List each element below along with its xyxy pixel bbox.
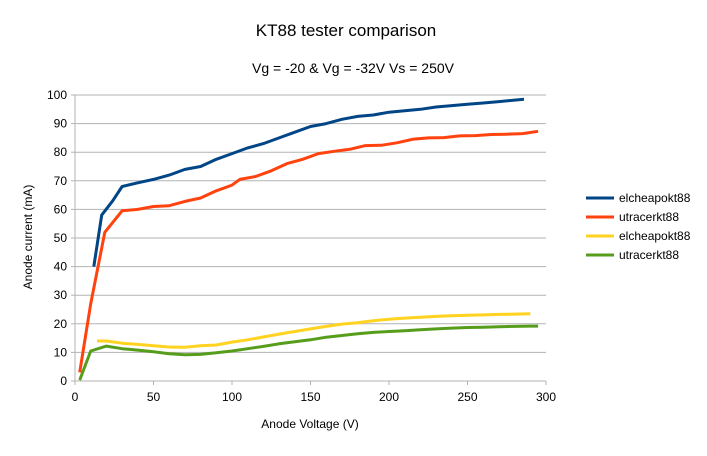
x-tick-label: 50 bbox=[147, 390, 161, 404]
y-tick-label: 60 bbox=[54, 202, 68, 216]
series-line-0 bbox=[92, 97, 525, 267]
y-tick-label: 20 bbox=[54, 317, 68, 331]
y-tick-label: 50 bbox=[54, 231, 68, 245]
y-tick-labels: 0 10 20 30 40 50 60 70 80 90 100 bbox=[47, 88, 67, 388]
y-tick-label: 0 bbox=[60, 374, 67, 388]
x-axis-label: Anode Voltage (V) bbox=[261, 417, 358, 431]
y-tick-label: 100 bbox=[47, 88, 67, 102]
x-tick-label: 200 bbox=[379, 390, 399, 404]
legend-label: utracerkt88 bbox=[619, 248, 679, 262]
plot-series bbox=[78, 97, 539, 381]
y-tick-label: 90 bbox=[54, 117, 68, 131]
x-tick-label: 250 bbox=[457, 390, 477, 404]
y-tick-label: 70 bbox=[54, 174, 68, 188]
legend: elcheapokt88 utracerkt88 elcheapokt88 utrac… bbox=[586, 191, 691, 262]
chart-subtitle: Vg = -20 & Vg = -32V Vs = 250V bbox=[252, 60, 455, 76]
x-tick-labels: 0 50 100 150 200 250 300 bbox=[72, 390, 557, 404]
legend-label: utracerkt88 bbox=[619, 210, 679, 224]
legend-label: elcheapokt88 bbox=[619, 191, 691, 205]
y-tick-label: 10 bbox=[54, 345, 68, 359]
legend-label: elcheapokt88 bbox=[619, 229, 691, 243]
series-line-2 bbox=[97, 312, 531, 349]
y-axis-label: Anode current (mA) bbox=[21, 185, 35, 290]
x-tick-label: 0 bbox=[72, 390, 79, 404]
series-line-1 bbox=[78, 129, 539, 373]
chart-title: KT88 tester comparison bbox=[256, 21, 436, 40]
series-line-3 bbox=[78, 324, 539, 381]
x-tick-label: 150 bbox=[300, 390, 320, 404]
y-tick-label: 80 bbox=[54, 145, 68, 159]
y-tick-label: 40 bbox=[54, 260, 68, 274]
y-tick-label: 30 bbox=[54, 288, 68, 302]
axes bbox=[71, 94, 547, 385]
x-tick-label: 300 bbox=[536, 390, 556, 404]
x-tick-label: 100 bbox=[222, 390, 242, 404]
